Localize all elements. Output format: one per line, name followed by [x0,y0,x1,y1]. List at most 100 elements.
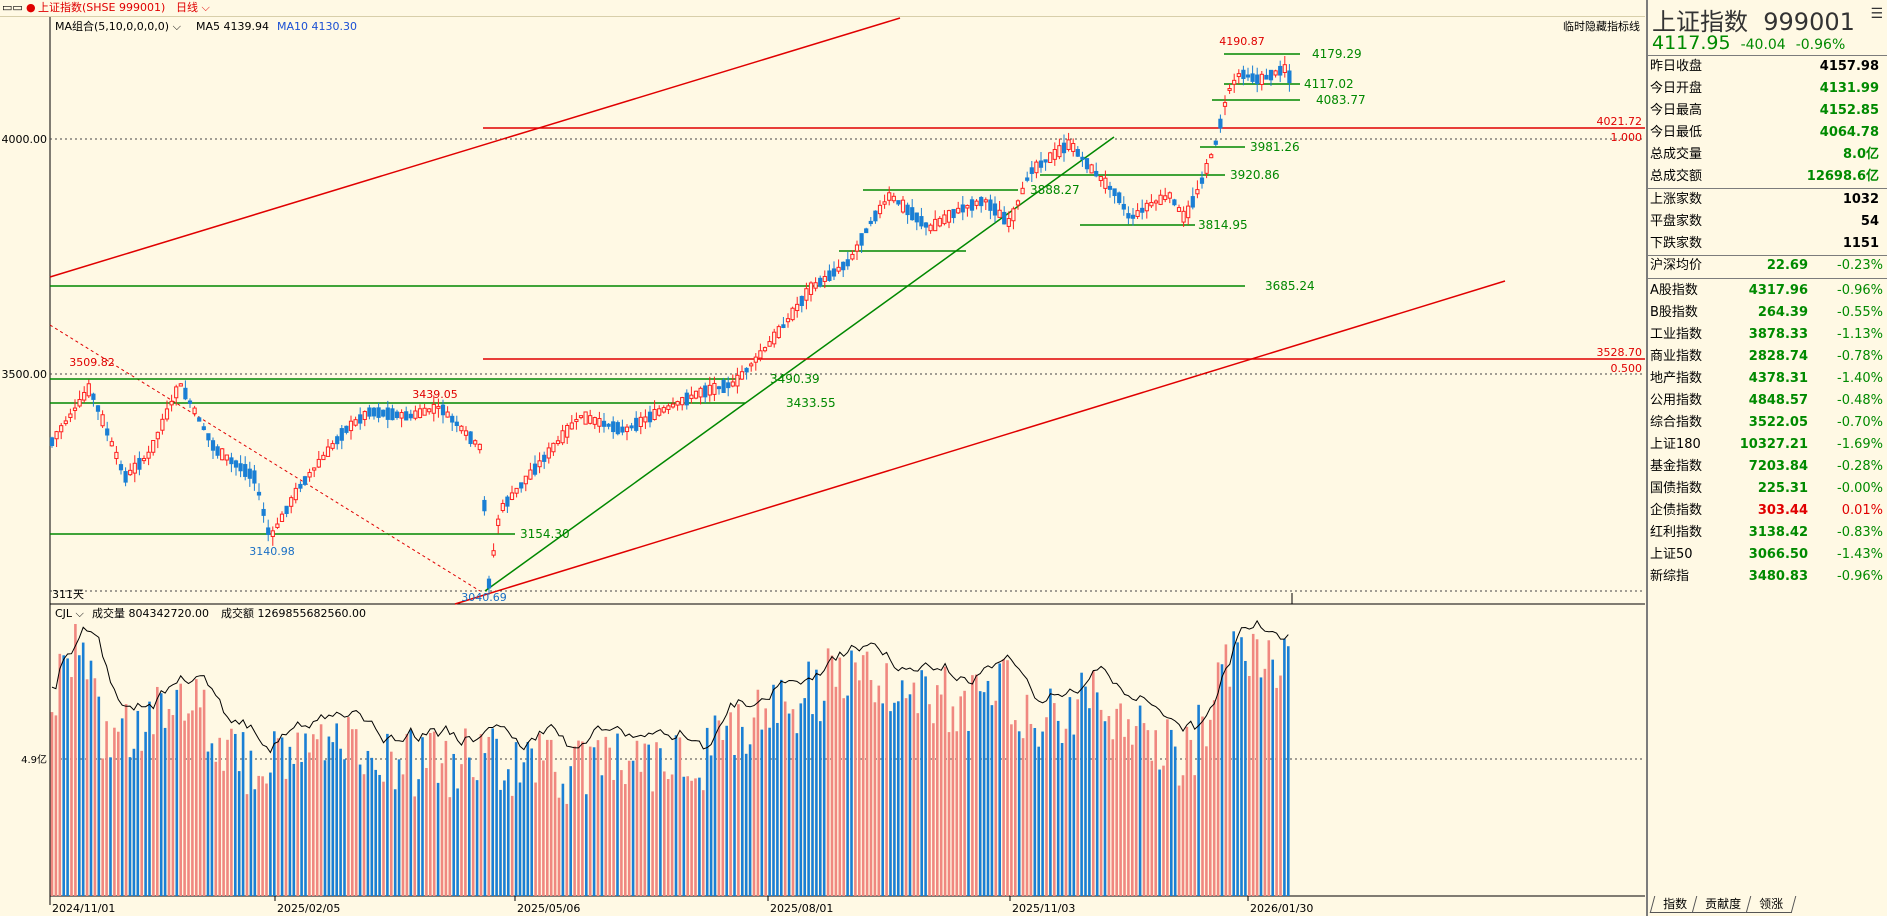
volume-bar [386,733,389,896]
quote-value: 4131.99 [1819,81,1879,96]
candle-body [229,457,234,465]
volume-bar [85,679,89,896]
index-row[interactable]: 上证180 10327.21 -1.69% [1648,434,1887,456]
volume-bar [218,737,221,896]
candle-body [1195,189,1200,195]
volume-bar [417,779,420,896]
candle-body [339,428,344,441]
divider [1648,255,1887,256]
window-icon[interactable]: ▭▭ [2,1,23,14]
volume-bar [1045,717,1048,896]
panel-tab-label: 贡献度 [1705,897,1742,911]
ma-combo-label[interactable]: MA组合(5,10,0,0,0,0) ⌵ [55,19,182,33]
candle-body [394,411,400,418]
index-label: B股指数 [1650,305,1698,320]
candle-body [730,381,735,387]
candle-body [997,209,1002,218]
candle-body [160,418,165,431]
index-row[interactable]: 基金指数 7203.84 -0.28% [1648,456,1887,478]
volume-bar [612,779,615,896]
index-row[interactable]: A股指数 4317.96 -0.96% [1648,280,1887,302]
candle-body [620,426,625,433]
volume-bar [187,713,190,896]
candle-body [739,371,745,380]
candle-body [864,228,869,234]
candle-body [233,460,239,468]
volume-bar [986,680,990,896]
candle-body [735,374,740,387]
volume-bar [889,711,892,896]
candle-body [293,487,298,501]
volume-bar [947,732,951,896]
volume-bar [156,686,159,896]
kline-chart[interactable]: 4000.00 3500.00 4.9亿 4021.72 1.000 3528.70 0.5… [0,0,1645,916]
volume-bar [963,690,966,896]
volume-bar [518,782,522,896]
volume-bar [370,757,374,896]
candle-body [808,282,814,295]
candle-body [1181,210,1186,223]
volume-indicator-label[interactable]: CJL ⌵ [55,607,85,620]
volume-bar [1232,631,1235,896]
index-row[interactable]: 国债指数 225.31 -0.00% [1648,478,1887,500]
index-pct: -0.96% [1837,283,1883,298]
candle-body [266,527,271,535]
volume-bar [624,784,627,896]
index-row[interactable]: 上证50 3066.50 -1.43% [1648,544,1887,566]
index-pct: -1.13% [1837,327,1883,342]
panel-title: 上证指数 999001 [1652,2,1855,37]
candle-body [197,417,202,422]
period-selector[interactable]: 日线 ⌵ [176,0,210,16]
index-row[interactable]: 工业指数 3878.33 -1.13% [1648,324,1887,346]
volume-bar [54,715,58,896]
volume-bar [1092,670,1095,896]
volume-bar [1127,719,1130,896]
volume-bar [1201,716,1204,896]
index-row[interactable]: 商业指数 2828.74 -0.78% [1648,346,1887,368]
panel-tab[interactable]: 贡献度 [1691,896,1755,913]
volume-bar [1131,744,1134,896]
volume-bar [819,721,822,896]
index-row[interactable]: 红利指数 3138.42 -0.83% [1648,522,1887,544]
index-row[interactable]: 公用指数 4848.57 -0.48% [1648,390,1887,412]
candle-body [753,356,758,363]
volume-bar [826,648,830,896]
volume-bar [249,750,253,896]
index-pct: -0.96% [1837,569,1883,584]
volume-bar [117,731,120,896]
volume-bar [1251,633,1255,896]
panel-tab[interactable]: 领涨 [1745,896,1797,913]
volume-bar [737,704,740,896]
candle-body [933,218,938,232]
x-tick-label: 2026/01/30 [1250,902,1313,915]
quote-value: 4152.85 [1819,103,1879,118]
index-row[interactable]: 地产指数 4378.31 -1.40% [1648,368,1887,390]
menu-icon[interactable]: ☰ [1870,6,1883,22]
index-row[interactable]: 综合指数 3522.05 -0.70% [1648,412,1887,434]
index-row[interactable]: B股指数 264.39 -0.55% [1648,302,1887,324]
volume-bar [136,710,140,896]
candle-body [565,424,570,438]
volume-bar [89,660,93,896]
candle-body [206,433,211,441]
index-row[interactable]: 企债指数 303.44 0.01% [1648,500,1887,522]
volume-bar [803,698,806,896]
volume-bar [78,655,81,896]
candle-body [689,394,694,400]
volume-bar [1271,659,1274,896]
volume-bar [1181,775,1185,896]
candle-body [588,415,593,424]
x-tick-label: 2025/08/01 [770,902,833,915]
volume-bar [432,731,436,896]
low-mid-label: 3140.98 [249,545,295,558]
index-selector[interactable]: 上证指数(SHSE 999001) [38,1,166,14]
volume-bar [1255,639,1259,896]
volume-bar [994,700,998,896]
volume-bar [507,769,510,896]
candle-body [1232,79,1237,85]
candle-body [399,412,404,419]
candle-body [1250,73,1255,82]
index-row[interactable]: 新综指 3480.83 -0.96% [1648,566,1887,588]
hide-indicator-button[interactable]: 临时隐藏指标线 [1563,19,1640,33]
candle-body [983,199,988,203]
